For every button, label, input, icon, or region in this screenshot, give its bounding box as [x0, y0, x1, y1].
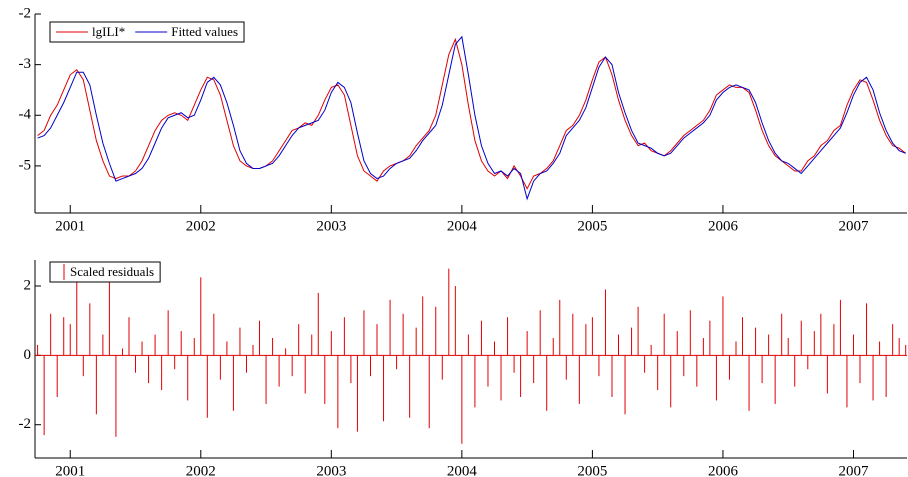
- x-tick-label: 2001: [55, 218, 85, 234]
- x-tick-label: 2003: [316, 218, 346, 234]
- y-tick-label: 2: [24, 277, 32, 293]
- x-tick-label: 2004: [447, 218, 478, 234]
- y-tick-label: 0: [24, 347, 32, 363]
- x-tick-label: 2002: [186, 218, 216, 234]
- data-line: [37, 37, 906, 190]
- legend: lgILI* Fitted values: [49, 21, 245, 43]
- legend-label: Scaled residuals: [70, 264, 154, 279]
- panel: -2 0 2 2001 2002 2003 2004 2005 2006 2007 Scaled r…: [19, 260, 907, 477]
- x-tick-label: 2003: [316, 463, 346, 477]
- x-tick-label: 2006: [708, 463, 739, 477]
- panel: -5 -4 -3 -2 2001 2002 2003 2004 2005 2006 2007 lgIL…: [19, 5, 907, 234]
- x-tick-label: 2001: [55, 463, 85, 477]
- legend-label: lgILI*: [92, 24, 125, 39]
- y-tick-label: -4: [19, 107, 32, 123]
- x-tick-label: 2004: [447, 463, 478, 477]
- x-tick-label: 2007: [838, 218, 869, 234]
- y-tick-label: -3: [19, 56, 32, 72]
- x-tick-label: 2002: [186, 463, 216, 477]
- y-tick-label: -2: [19, 5, 32, 21]
- legend-box: [49, 261, 161, 283]
- x-tick-label: 2005: [577, 218, 607, 234]
- x-tick-label: 2005: [577, 463, 607, 477]
- y-tick-label: -5: [19, 157, 32, 173]
- legend-label: Fitted values: [171, 24, 238, 39]
- legend: Scaled residuals: [49, 261, 161, 283]
- x-tick-label: 2007: [838, 463, 869, 477]
- data-line: [37, 35, 906, 201]
- x-tick-label: 2006: [708, 218, 739, 234]
- y-tick-label: -2: [19, 416, 32, 432]
